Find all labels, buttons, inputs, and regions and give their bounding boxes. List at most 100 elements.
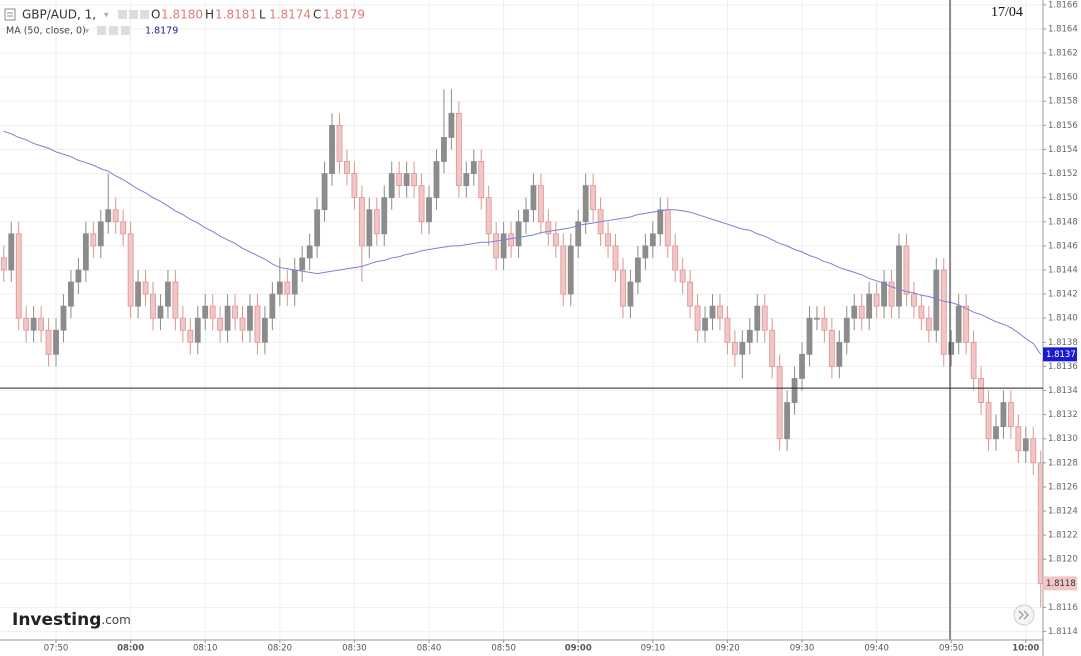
candle-body — [179, 317, 186, 331]
candle-body — [261, 317, 268, 343]
logo: Investing.com — [12, 610, 131, 630]
candle-body — [493, 233, 500, 259]
candle-body — [776, 366, 783, 440]
candle-body — [455, 112, 462, 187]
candle-body — [500, 233, 507, 259]
candle-body — [657, 209, 664, 235]
candle-body — [276, 281, 283, 295]
scroll-button[interactable] — [1013, 604, 1035, 626]
ma-value: 1.8179 — [145, 26, 178, 37]
candle-body — [567, 245, 574, 295]
candle-body — [940, 269, 947, 355]
candle-body — [552, 233, 559, 247]
y-tick-label: 1.8166 — [1048, 0, 1078, 10]
candle-body — [105, 209, 112, 223]
y-tick-label: 1.8162 — [1048, 49, 1078, 59]
y-tick-label: 1.8146 — [1048, 241, 1078, 251]
y-tick-label: 1.8140 — [1048, 314, 1078, 324]
candle-body — [769, 329, 776, 367]
icon[interactable] — [121, 26, 130, 35]
candle-body — [664, 209, 671, 247]
candle-body — [806, 317, 813, 355]
dropdown-arrow[interactable]: ▾ — [85, 27, 89, 36]
candle-body — [30, 317, 37, 331]
candle-body — [918, 305, 925, 319]
y-tick-label: 1.8128 — [1048, 458, 1078, 468]
y-tick-label: 1.8138 — [1048, 338, 1078, 348]
candle-body — [381, 197, 388, 235]
last-price-label: 1.8118 — [1046, 579, 1076, 589]
x-tick-label: 09:30 — [790, 644, 815, 654]
y-tick-label: 1.8158 — [1048, 97, 1078, 107]
candle-body — [426, 197, 432, 223]
candle-body — [993, 426, 999, 440]
candle-body — [784, 402, 790, 440]
candle-body — [821, 317, 828, 331]
candle-body — [433, 161, 440, 199]
candle-body — [224, 305, 231, 331]
candle-body — [135, 281, 141, 307]
y-tick-label: 1.8142 — [1048, 290, 1078, 300]
candle-body — [478, 161, 485, 199]
candle-body — [120, 221, 127, 235]
icon[interactable] — [97, 26, 106, 35]
candle-body — [679, 269, 686, 283]
candle-body — [582, 185, 589, 223]
y-tick-label: 1.8160 — [1048, 73, 1078, 83]
candle-body — [523, 209, 529, 223]
menu-icon[interactable] — [4, 8, 16, 21]
last-price-label-box — [1043, 576, 1077, 591]
candle-body — [388, 173, 395, 199]
icon[interactable] — [109, 26, 118, 35]
candle-body — [605, 233, 611, 247]
candle-body — [754, 305, 761, 331]
candle-body — [68, 281, 74, 307]
candle-body — [694, 305, 701, 331]
candle-body — [1015, 426, 1022, 452]
candle-body — [575, 221, 582, 247]
y-tick-label: 1.8154 — [1048, 145, 1078, 155]
candle-body — [836, 341, 843, 367]
candle-body — [799, 353, 805, 379]
x-tick-label: 08:30 — [342, 644, 367, 654]
candle-body — [366, 209, 373, 247]
x-tick-label: 08:40 — [417, 644, 442, 654]
y-tick-label: 1.8120 — [1048, 555, 1078, 565]
candle-body — [209, 305, 216, 319]
y-tick-label: 1.8148 — [1048, 217, 1078, 227]
candle-body — [925, 317, 932, 331]
icon[interactable] — [118, 10, 127, 19]
icon[interactable] — [129, 10, 138, 19]
candle-body — [351, 173, 358, 199]
candle-body — [851, 305, 858, 319]
ohlc-value: 1.8179 — [323, 8, 365, 22]
candle-body — [150, 293, 156, 319]
dropdown-arrow[interactable]: ▾ — [104, 11, 109, 21]
candle-body — [23, 317, 30, 331]
candle-body — [978, 378, 984, 403]
candle-body — [75, 269, 82, 283]
candle-body — [485, 197, 492, 235]
candle-body — [828, 329, 835, 367]
moving-average — [3, 130, 1042, 355]
candle-body — [157, 305, 164, 319]
candle-body — [955, 305, 962, 343]
candle-body — [314, 209, 321, 247]
candle-body — [463, 173, 470, 187]
y-tick-label: 1.8136 — [1048, 362, 1078, 372]
candle-body — [112, 209, 119, 223]
y-tick-label: 1.8164 — [1048, 24, 1078, 34]
candle-body — [888, 281, 895, 307]
candle-body — [948, 341, 955, 355]
y-tick-label: 1.8122 — [1048, 531, 1078, 541]
candle-body — [896, 245, 902, 307]
candle-body — [508, 233, 514, 247]
candle-body — [746, 329, 753, 343]
y-tick-label: 1.8130 — [1048, 434, 1078, 444]
candle-body — [724, 317, 731, 343]
icon[interactable] — [140, 10, 149, 19]
x-tick-label: 07:50 — [44, 644, 69, 654]
candle-body — [441, 137, 447, 162]
ma-price-label-box — [1043, 347, 1077, 362]
candle-body — [1030, 438, 1037, 464]
